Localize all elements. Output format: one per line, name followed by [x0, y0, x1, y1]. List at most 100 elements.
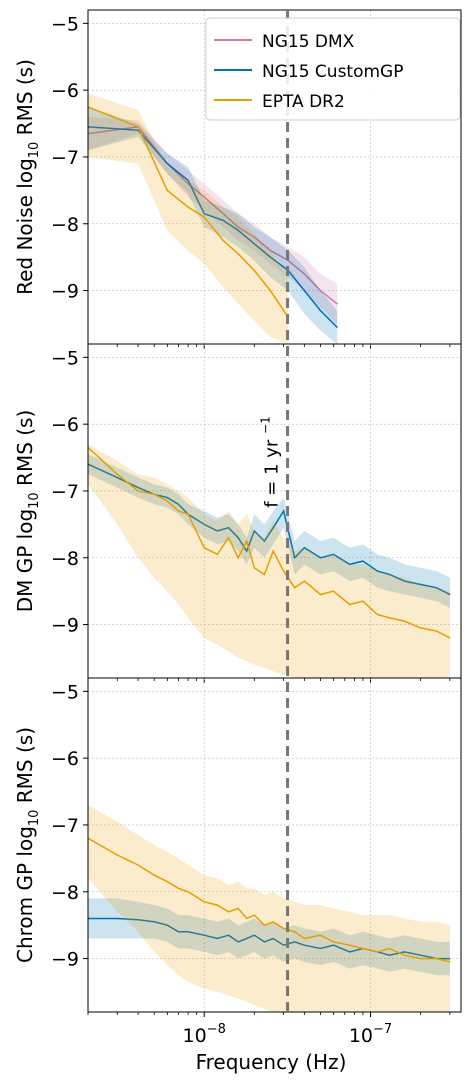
- point-epta-dr2: [436, 630, 438, 632]
- point-ng15-customgp: [216, 530, 218, 532]
- reference-line-label-main: f = 1 yr: [262, 439, 283, 508]
- reference-line-label-exp: −1: [259, 416, 273, 434]
- y-axis-label-main: DM GP log: [13, 509, 37, 612]
- point-ng15-customgp: [449, 958, 451, 960]
- point-ng15-customgp: [203, 934, 205, 936]
- point-epta-dr2: [376, 951, 378, 953]
- point-epta-dr2: [449, 637, 451, 639]
- point-ng15-dmx: [303, 273, 305, 275]
- point-epta-dr2: [203, 216, 205, 218]
- point-epta-dr2: [362, 947, 364, 950]
- x-axis: Frequency (Hz) 10−8 10−7: [183, 1022, 393, 1074]
- point-ng15-customgp: [294, 941, 296, 943]
- line-ng15-customgp: [88, 917, 450, 960]
- y-axis-label: Red Noise log10 RMS (s): [13, 59, 42, 295]
- x-tick-label: 10−8: [183, 1022, 226, 1047]
- point-ng15-customgp: [116, 917, 118, 920]
- y-axis-label-sub: 10: [27, 492, 42, 509]
- x-tick-label: 10−7: [349, 1022, 392, 1047]
- point-epta-dr2: [283, 570, 285, 572]
- y-axis-label-tail: RMS (s): [13, 727, 37, 810]
- y-tick-label: −8: [51, 882, 79, 904]
- x-axis-label: Frequency (Hz): [196, 1050, 347, 1074]
- point-ng15-customgp: [303, 944, 305, 946]
- point-ng15-customgp: [166, 163, 168, 165]
- panel-data: [88, 93, 338, 344]
- point-epta-dr2: [272, 550, 274, 552]
- point-ng15-dmx: [287, 259, 289, 262]
- band-ng15-customgp: [88, 454, 450, 608]
- line-epta-dr2: [88, 837, 451, 963]
- point-epta-dr2: [420, 958, 422, 960]
- point-epta-dr2: [203, 547, 205, 549]
- point-epta-dr2: [319, 934, 322, 936]
- point-epta-dr2: [263, 573, 265, 576]
- point-epta-dr2: [319, 593, 322, 596]
- point-ng15-customgp: [253, 243, 255, 245]
- point-ng15-customgp: [253, 934, 255, 936]
- point-epta-dr2: [303, 937, 305, 940]
- band-ng15-customgp: [88, 898, 450, 976]
- point-ng15-customgp: [362, 560, 364, 562]
- point-epta-dr2: [177, 887, 180, 890]
- point-epta-dr2: [283, 927, 285, 930]
- y-tick-label: −7: [51, 815, 79, 837]
- band-ng15-dmx: [88, 116, 338, 325]
- point-ng15-customgp: [272, 527, 274, 529]
- y-tick-label: −6: [51, 748, 79, 770]
- y-axis-label-main: Chrom GP log: [13, 826, 37, 963]
- point-ng15-dmx: [253, 236, 255, 238]
- x-tick-label-base: 10: [349, 1025, 373, 1047]
- point-ng15-dmx: [187, 183, 189, 185]
- point-epta-dr2: [246, 540, 248, 542]
- point-ng15-customgp: [116, 477, 118, 479]
- point-ng15-customgp: [187, 931, 189, 933]
- y-tick-label: −9: [51, 615, 79, 637]
- point-epta-dr2: [349, 944, 351, 946]
- point-epta-dr2: [294, 931, 296, 933]
- point-ng15-customgp: [319, 310, 322, 312]
- y-axis-label-sub: 10: [27, 810, 42, 827]
- reference-line-label: f = 1 yr −1: [259, 416, 283, 508]
- y-axis-label-sub: 10: [27, 142, 42, 159]
- y-tick-label: −8: [51, 214, 79, 236]
- point-epta-dr2: [216, 904, 218, 906]
- legend: NG15 DMX NG15 CustomGP EPTA DR2: [205, 17, 461, 121]
- point-ng15-dmx: [203, 196, 205, 198]
- point-ng15-customgp: [263, 540, 265, 542]
- point-epta-dr2: [116, 473, 118, 475]
- point-ng15-customgp: [137, 129, 139, 131]
- point-ng15-customgp: [263, 941, 265, 943]
- point-epta-dr2: [420, 627, 422, 629]
- band-epta-dr2: [88, 93, 289, 344]
- point-epta-dr2: [303, 580, 305, 582]
- point-epta-dr2: [203, 901, 205, 903]
- point-ng15-customgp: [319, 947, 322, 950]
- point-ng15-customgp: [253, 530, 255, 532]
- y-tick-label: −6: [51, 414, 79, 436]
- point-epta-dr2: [166, 189, 168, 191]
- point-epta-dr2: [253, 914, 255, 916]
- band-epta-dr2: [88, 804, 450, 1012]
- point-epta-dr2: [166, 500, 168, 502]
- point-ng15-dmx: [319, 290, 322, 292]
- point-epta-dr2: [237, 253, 239, 255]
- line-epta-dr2: [88, 106, 289, 318]
- point-ng15-customgp: [272, 937, 274, 940]
- panel-1: −5 −6 −7 −8 −9 Red Noise log10 RMS (s): [13, 9, 462, 349]
- point-ng15-customgp: [166, 497, 168, 499]
- point-ng15-customgp: [403, 580, 406, 582]
- panel-data: [88, 804, 451, 1012]
- point-epta-dr2: [237, 907, 239, 910]
- band-ng15-customgp: [88, 106, 338, 344]
- point-epta-dr2: [388, 947, 391, 950]
- panel-2: −5 −6 −7 −8 −9 DM GP log10 RMS (s): [13, 343, 462, 683]
- point-epta-dr2: [263, 924, 265, 926]
- point-ng15-customgp: [227, 527, 230, 529]
- point-ng15-customgp: [388, 573, 391, 576]
- point-epta-dr2: [333, 590, 335, 592]
- point-ng15-customgp: [303, 547, 305, 549]
- legend-label-ng15-customgp: NG15 CustomGP: [262, 62, 403, 82]
- point-epta-dr2: [349, 603, 351, 606]
